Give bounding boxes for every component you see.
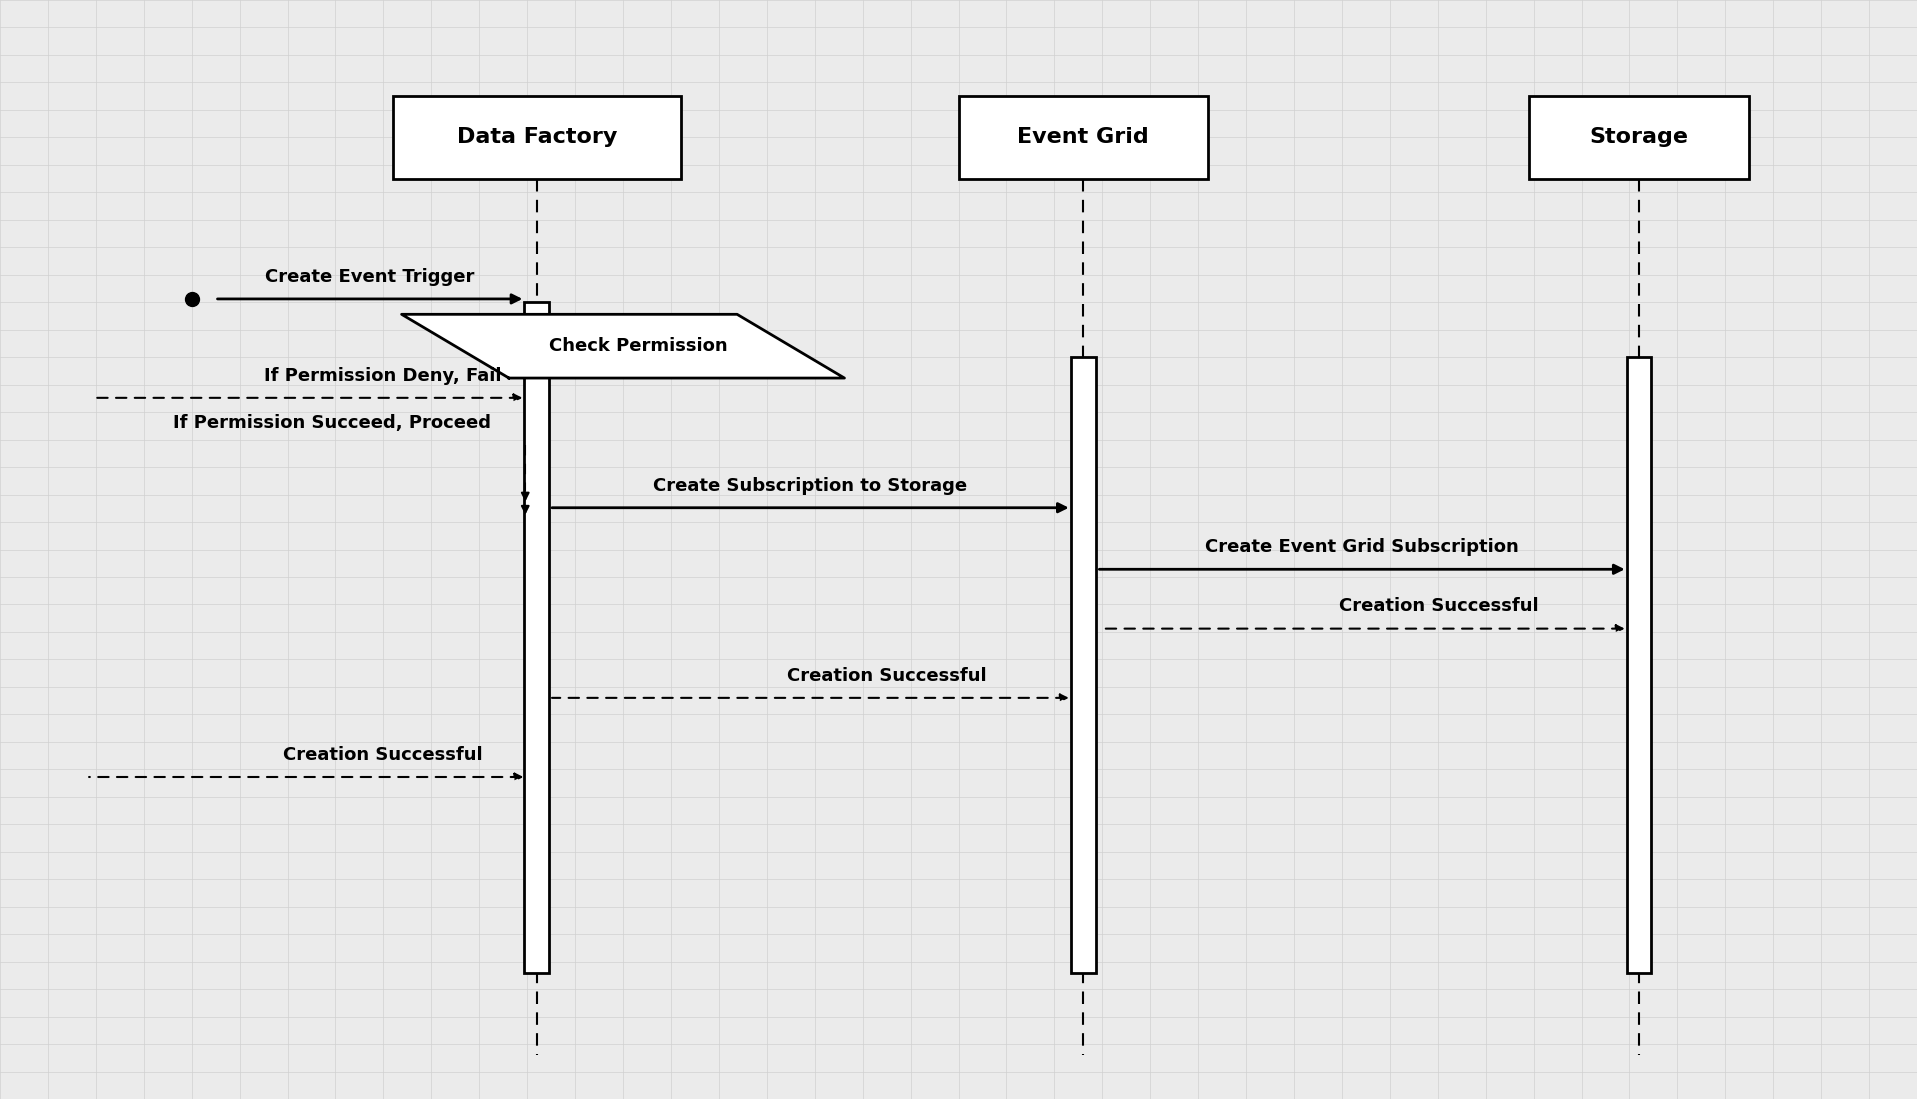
Text: If Permission Deny, Fail: If Permission Deny, Fail [265,367,500,385]
Bar [1626,357,1652,973]
Bar [1070,357,1097,973]
Polygon shape [403,314,843,378]
Text: Creation Successful: Creation Successful [788,667,987,685]
Text: Storage: Storage [1589,127,1689,147]
Text: Create Event Trigger: Create Event Trigger [265,268,475,286]
Bar [958,97,1208,178]
Text: Create Subscription to Storage: Create Subscription to Storage [654,477,968,495]
Bar [525,302,550,973]
Bar [393,97,681,178]
Bar [1530,97,1748,178]
Text: Event Grid: Event Grid [1018,127,1148,147]
Text: If Permission Succeed, Proceed: If Permission Succeed, Proceed [173,414,491,432]
Text: Create Event Grid Subscription: Create Event Grid Subscription [1206,539,1518,556]
Text: Check Permission: Check Permission [548,337,728,355]
Text: Data Factory: Data Factory [456,127,617,147]
Text: Creation Successful: Creation Successful [284,746,483,764]
Text: Creation Successful: Creation Successful [1338,598,1539,615]
